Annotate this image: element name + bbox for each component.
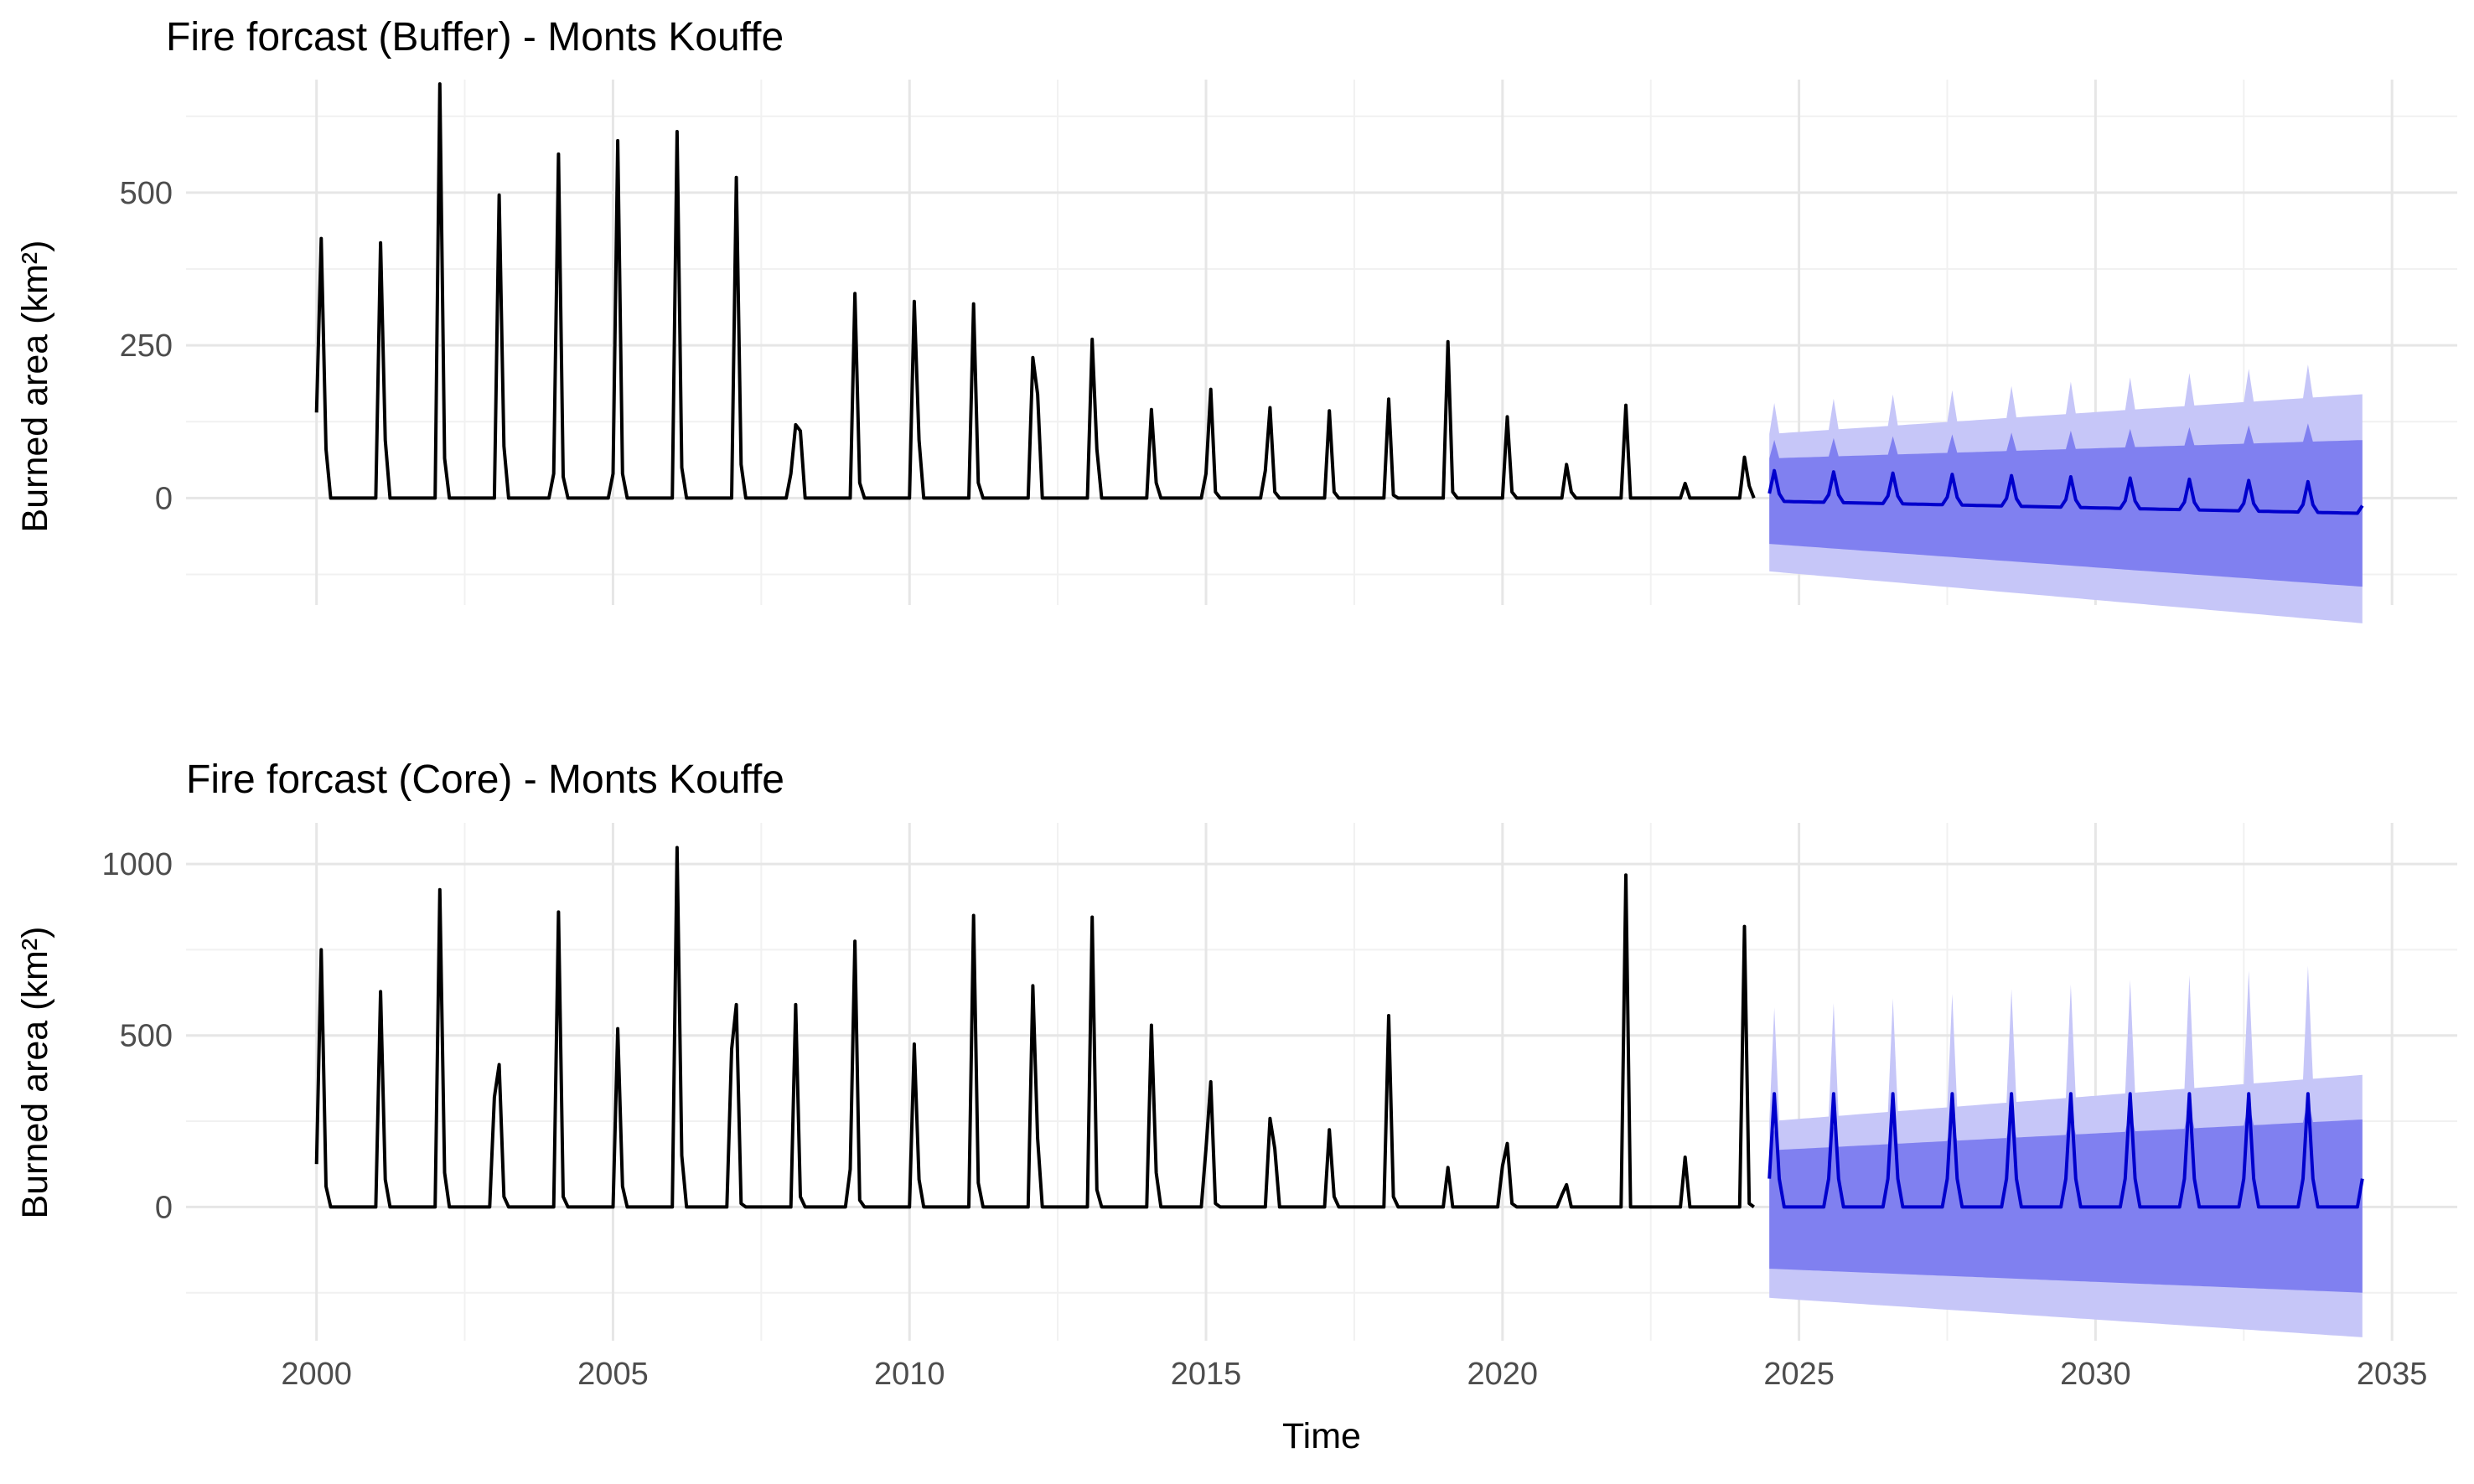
core-chart-y-axis-title: Burned area (km²) xyxy=(15,927,55,1219)
x-tick-label: 2025 xyxy=(1763,1357,1835,1392)
buffer-chart-title: Fire forcast (Buffer) - Monts Kouffe xyxy=(166,15,784,59)
buffer-chart-y-axis-title: Burned area (km²) xyxy=(15,240,55,533)
buffer-chart-tick-labels: 0 250 500 xyxy=(120,176,173,517)
core-chart-lines xyxy=(314,845,2364,1209)
y-tick-label: 250 xyxy=(120,328,173,364)
x-tick-label: 2010 xyxy=(874,1357,945,1392)
y-tick-label: 0 xyxy=(155,1190,173,1225)
x-tick-label: 2005 xyxy=(577,1357,649,1392)
core-chart-x-axis-title: Time xyxy=(1282,1416,1361,1456)
forecast-interval-80-band xyxy=(1769,423,2363,587)
buffer-chart-lines xyxy=(314,82,2364,515)
core-chart-panel: 0 500 1000 2000 2005 2010 2015 2020 2025 2030 2035… xyxy=(15,758,2457,1456)
x-tick-label: 2000 xyxy=(281,1357,352,1392)
x-tick-label: 2015 xyxy=(1171,1357,1242,1392)
forecast-mean-line xyxy=(1768,1092,2364,1209)
core-chart-title: Fire forcast (Core) - Monts Kouffe xyxy=(186,758,784,802)
x-tick-label: 2020 xyxy=(1467,1357,1539,1392)
forecast-interval-80-band xyxy=(1769,1099,2363,1293)
core-chart-tick-labels: 0 500 1000 2000 2005 2010 2015 2020 2025 2030 2035 xyxy=(101,847,2427,1392)
y-tick-label: 0 xyxy=(155,481,173,516)
x-tick-label: 2035 xyxy=(2357,1357,2428,1392)
forecast-mean-line xyxy=(1768,468,2364,515)
observed-burned-area-line xyxy=(314,82,1756,500)
y-tick-label: 500 xyxy=(120,1019,173,1054)
observed-burned-area-line xyxy=(314,845,1755,1209)
y-tick-label: 1000 xyxy=(101,847,173,882)
x-tick-label: 2030 xyxy=(2060,1357,2131,1392)
y-tick-label: 500 xyxy=(120,176,173,211)
buffer-chart-panel: 0 250 500 Fire forcast (Buffer) - Monts Ko… xyxy=(15,15,2457,623)
